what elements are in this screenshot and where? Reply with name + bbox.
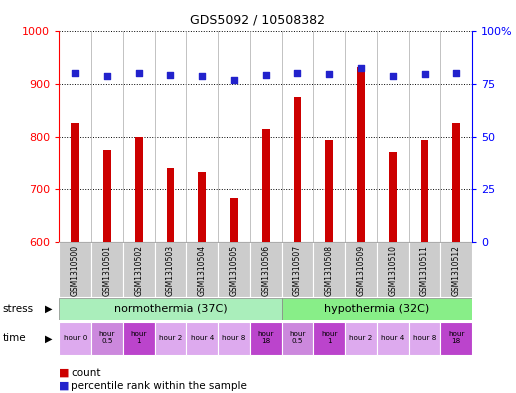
Point [230, 77, 238, 83]
Text: hour 4: hour 4 [381, 335, 405, 341]
Bar [282, 298, 472, 320]
Text: GSM1310509: GSM1310509 [357, 245, 365, 296]
Text: hour 8: hour 8 [413, 335, 436, 341]
Bar [123, 242, 155, 297]
Text: hour
1: hour 1 [131, 331, 147, 344]
Text: GSM1310512: GSM1310512 [452, 245, 461, 296]
Point [262, 72, 270, 78]
Text: hour
0.5: hour 0.5 [289, 331, 306, 344]
Text: time: time [3, 333, 26, 343]
Bar [59, 242, 91, 297]
Bar [59, 322, 91, 355]
Text: hypothermia (32C): hypothermia (32C) [324, 304, 429, 314]
Bar [377, 242, 409, 297]
Bar [218, 322, 250, 355]
Point [71, 70, 79, 77]
Text: GSM1310503: GSM1310503 [166, 245, 175, 296]
Text: GSM1310510: GSM1310510 [388, 245, 397, 296]
Bar [313, 322, 345, 355]
Bar [218, 242, 250, 297]
Text: hour
18: hour 18 [257, 331, 274, 344]
Bar [313, 242, 345, 297]
Text: ■: ■ [59, 381, 70, 391]
Bar [198, 172, 206, 242]
Bar [345, 242, 377, 297]
Bar [167, 168, 174, 242]
Bar [345, 322, 377, 355]
Text: GSM1310507: GSM1310507 [293, 245, 302, 296]
Bar [186, 322, 218, 355]
Bar [282, 322, 313, 355]
Text: GSM1310500: GSM1310500 [71, 245, 79, 296]
Bar [357, 67, 365, 242]
Bar [71, 123, 79, 242]
Bar [91, 322, 123, 355]
Bar [325, 140, 333, 242]
Bar [409, 322, 440, 355]
Text: hour 2: hour 2 [159, 335, 182, 341]
Bar [453, 123, 460, 242]
Bar [59, 298, 282, 320]
Bar [282, 242, 313, 297]
Text: hour 8: hour 8 [222, 335, 246, 341]
Text: ▶: ▶ [45, 304, 53, 314]
Point [103, 73, 111, 79]
Text: GSM1310506: GSM1310506 [261, 245, 270, 296]
Text: hour 2: hour 2 [349, 335, 373, 341]
Point [357, 65, 365, 72]
Text: GSM1310508: GSM1310508 [325, 245, 334, 296]
Bar [377, 322, 409, 355]
Point [166, 72, 174, 78]
Bar [186, 242, 218, 297]
Text: GSM1310504: GSM1310504 [198, 245, 207, 296]
Bar [135, 136, 143, 242]
Bar [230, 198, 238, 242]
Text: ■: ■ [59, 367, 70, 378]
Text: hour 4: hour 4 [190, 335, 214, 341]
Bar [155, 242, 186, 297]
Text: normothermia (37C): normothermia (37C) [114, 304, 227, 314]
Text: GSM1310505: GSM1310505 [230, 245, 238, 296]
Text: hour
1: hour 1 [321, 331, 337, 344]
Text: hour 0: hour 0 [63, 335, 87, 341]
Point [325, 71, 333, 77]
Text: stress: stress [3, 304, 34, 314]
Point [452, 70, 460, 77]
Text: hour
0.5: hour 0.5 [99, 331, 115, 344]
Bar [250, 322, 282, 355]
Text: GDS5092 / 10508382: GDS5092 / 10508382 [190, 14, 326, 27]
Bar [440, 242, 472, 297]
Bar [103, 150, 111, 242]
Text: ▶: ▶ [45, 333, 53, 343]
Bar [123, 322, 155, 355]
Bar [440, 322, 472, 355]
Bar [91, 242, 123, 297]
Text: GSM1310501: GSM1310501 [103, 245, 111, 296]
Bar [250, 242, 282, 297]
Bar [409, 242, 440, 297]
Text: percentile rank within the sample: percentile rank within the sample [71, 381, 247, 391]
Point [294, 70, 302, 77]
Bar [294, 97, 301, 242]
Bar [421, 140, 428, 242]
Text: GSM1310502: GSM1310502 [134, 245, 143, 296]
Bar [262, 129, 270, 242]
Bar [389, 152, 397, 242]
Point [421, 71, 429, 77]
Point [389, 72, 397, 79]
Point [198, 72, 206, 79]
Text: hour
18: hour 18 [448, 331, 464, 344]
Text: GSM1310511: GSM1310511 [420, 245, 429, 296]
Bar [155, 322, 186, 355]
Text: count: count [71, 367, 101, 378]
Point [135, 70, 143, 77]
